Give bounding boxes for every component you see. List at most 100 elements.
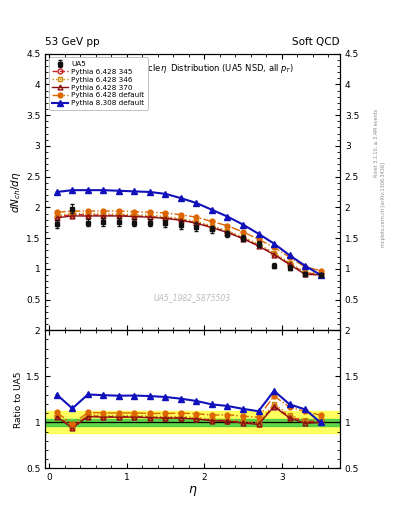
- Pythia 8.308 default: [272, 241, 276, 247]
- Pythia 6.428 default: [287, 254, 292, 260]
- Pythia 6.428 345: [70, 211, 75, 218]
- Pythia 6.428 346: [101, 211, 106, 217]
- Pythia 6.428 default: [116, 208, 121, 214]
- Pythia 6.428 345: [256, 242, 261, 248]
- Pythia 6.428 345: [287, 261, 292, 267]
- Pythia 6.428 346: [272, 250, 276, 256]
- Line: Pythia 6.428 370: Pythia 6.428 370: [54, 214, 323, 278]
- Pythia 6.428 default: [132, 208, 137, 215]
- Line: Pythia 6.428 default: Pythia 6.428 default: [54, 208, 323, 273]
- Pythia 6.428 346: [86, 210, 90, 217]
- Pythia 6.428 346: [225, 228, 230, 234]
- Pythia 6.428 370: [70, 213, 75, 219]
- Y-axis label: Ratio to UA5: Ratio to UA5: [14, 371, 23, 428]
- Pythia 8.308 default: [209, 207, 214, 213]
- Pythia 6.428 default: [194, 214, 199, 220]
- Pythia 6.428 370: [194, 220, 199, 226]
- Pythia 6.428 370: [163, 216, 168, 222]
- Pythia 8.308 default: [86, 187, 90, 193]
- Pythia 8.308 default: [132, 188, 137, 195]
- Pythia 6.428 370: [303, 271, 307, 278]
- Line: Pythia 8.308 default: Pythia 8.308 default: [54, 187, 323, 278]
- Pythia 6.428 default: [256, 236, 261, 242]
- Pythia 6.428 370: [178, 217, 183, 223]
- Pythia 6.428 370: [86, 213, 90, 219]
- Pythia 6.428 370: [241, 236, 245, 242]
- Pythia 6.428 345: [241, 235, 245, 241]
- Pythia 6.428 default: [318, 268, 323, 274]
- Pythia 6.428 345: [86, 211, 90, 218]
- Pythia 6.428 346: [116, 211, 121, 217]
- Pythia 8.308 default: [70, 187, 75, 193]
- Pythia 6.428 370: [55, 215, 59, 221]
- Line: Pythia 6.428 345: Pythia 6.428 345: [54, 212, 323, 277]
- Pythia 6.428 370: [272, 251, 276, 258]
- Pythia 8.308 default: [178, 195, 183, 201]
- Pythia 6.428 345: [272, 251, 276, 257]
- Pythia 6.428 345: [116, 212, 121, 219]
- Pythia 6.428 370: [101, 213, 106, 219]
- Pythia 6.428 370: [318, 272, 323, 278]
- Legend: UA5, Pythia 6.428 345, Pythia 6.428 346, Pythia 6.428 370, Pythia 6.428 default,: UA5, Pythia 6.428 345, Pythia 6.428 346,…: [49, 57, 148, 110]
- Pythia 6.428 346: [318, 270, 323, 276]
- Text: mcplots.cern.ch [arXiv:1306.3436]: mcplots.cern.ch [arXiv:1306.3436]: [381, 162, 386, 247]
- Pythia 6.428 default: [241, 229, 245, 235]
- Pythia 8.308 default: [163, 191, 168, 197]
- Pythia 8.308 default: [55, 189, 59, 195]
- Pythia 6.428 346: [132, 211, 137, 218]
- Pythia 6.428 370: [256, 243, 261, 249]
- Bar: [45, 419, 340, 426]
- Pythia 6.428 345: [194, 220, 199, 226]
- Pythia 6.428 345: [163, 215, 168, 221]
- Text: Charged Particle$\,\eta\,$ Distribution (UA5 NSD, all $p_T$): Charged Particle$\,\eta\,$ Distribution …: [90, 62, 295, 75]
- X-axis label: $\eta$: $\eta$: [188, 484, 197, 498]
- Pythia 6.428 370: [132, 214, 137, 220]
- Pythia 6.428 345: [147, 214, 152, 220]
- Pythia 8.308 default: [256, 231, 261, 237]
- Pythia 6.428 default: [272, 244, 276, 250]
- Line: Pythia 6.428 346: Pythia 6.428 346: [54, 211, 323, 275]
- Pythia 8.308 default: [225, 214, 230, 220]
- Pythia 8.308 default: [303, 263, 307, 269]
- Pythia 6.428 370: [116, 213, 121, 219]
- Pythia 6.428 346: [303, 269, 307, 275]
- Pythia 6.428 346: [70, 210, 75, 217]
- Bar: [45, 411, 340, 434]
- Text: Soft QCD: Soft QCD: [292, 37, 340, 47]
- Pythia 8.308 default: [194, 200, 199, 206]
- Pythia 6.428 345: [318, 271, 323, 278]
- Pythia 6.428 345: [55, 214, 59, 220]
- Pythia 6.428 default: [86, 208, 90, 214]
- Pythia 6.428 default: [163, 210, 168, 216]
- Text: UA5_1982_S875503: UA5_1982_S875503: [154, 293, 231, 303]
- Pythia 6.428 default: [55, 209, 59, 216]
- Pythia 6.428 370: [225, 229, 230, 236]
- Pythia 8.308 default: [287, 252, 292, 259]
- Pythia 8.308 default: [241, 222, 245, 228]
- Pythia 8.308 default: [116, 188, 121, 194]
- Pythia 6.428 346: [147, 212, 152, 219]
- Pythia 8.308 default: [101, 187, 106, 193]
- Pythia 8.308 default: [318, 272, 323, 278]
- Pythia 6.428 345: [101, 212, 106, 219]
- Pythia 6.428 370: [287, 262, 292, 268]
- Pythia 6.428 345: [132, 213, 137, 219]
- Pythia 6.428 370: [209, 225, 214, 231]
- Pythia 6.428 345: [178, 217, 183, 223]
- Pythia 6.428 346: [178, 216, 183, 222]
- Pythia 6.428 346: [256, 241, 261, 247]
- Pythia 6.428 345: [225, 229, 230, 235]
- Pythia 6.428 default: [178, 211, 183, 218]
- Pythia 6.428 default: [225, 223, 230, 229]
- Pythia 6.428 default: [303, 264, 307, 270]
- Pythia 6.428 345: [303, 270, 307, 276]
- Pythia 6.428 346: [194, 219, 199, 225]
- Y-axis label: $dN_{ch}/d\eta$: $dN_{ch}/d\eta$: [9, 171, 23, 213]
- Pythia 6.428 345: [209, 224, 214, 230]
- Pythia 6.428 346: [241, 234, 245, 240]
- Pythia 6.428 default: [70, 208, 75, 214]
- Pythia 6.428 370: [147, 214, 152, 220]
- Pythia 8.308 default: [147, 189, 152, 195]
- Pythia 6.428 default: [209, 219, 214, 225]
- Pythia 6.428 default: [101, 208, 106, 214]
